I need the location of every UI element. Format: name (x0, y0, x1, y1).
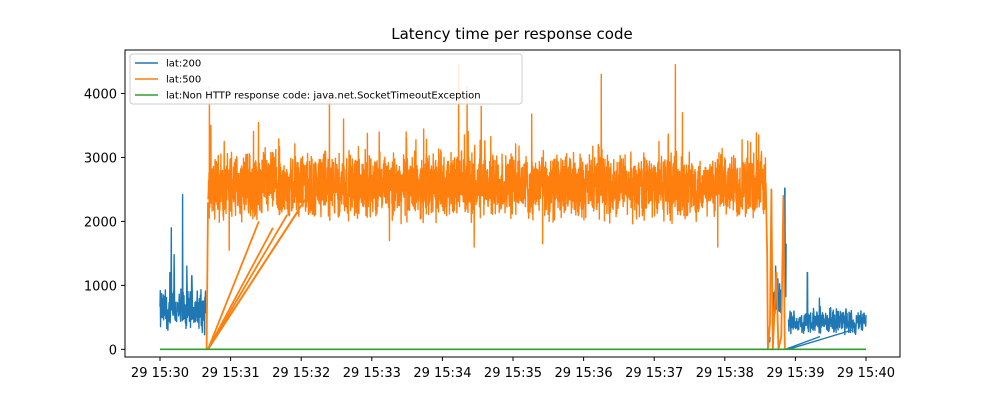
x-tick-label: 29 15:38 (696, 366, 754, 381)
x-tick-label: 29 15:36 (555, 366, 613, 381)
x-axis: 29 15:30 29 15:31 29 15:32 29 15:33 29 15:34… (131, 357, 895, 381)
legend-label: lat:200 (166, 59, 201, 70)
legend: lat:200 lat:500 lat:Non HTTP response code… (129, 53, 523, 105)
series-line-lat-500 (207, 214, 288, 350)
series-line-lat-500 (205, 202, 209, 350)
x-tick-label: 29 15:31 (202, 366, 260, 381)
y-tick-label: 2000 (84, 215, 117, 230)
legend-label: lat:500 (166, 75, 201, 86)
x-tick-label: 29 15:35 (484, 366, 542, 381)
series-line-lat-200 (785, 335, 821, 350)
y-tick-label: 4000 (84, 87, 117, 102)
legend-label: lat:Non HTTP response code: java.net.Soc… (166, 91, 481, 102)
x-tick-label: 29 15:30 (131, 366, 189, 381)
series-line-lat-200 (787, 271, 867, 336)
y-tick-label: 3000 (84, 151, 117, 166)
series-line-lat-200 (788, 329, 853, 350)
plot-area (124, 49, 901, 358)
series-line-lat-500 (207, 221, 260, 350)
y-tick-label: 1000 (84, 279, 117, 294)
x-tick-label: 29 15:40 (837, 366, 895, 381)
x-tick-label: 29 15:33 (343, 366, 401, 381)
y-tick-label: 0 (109, 343, 117, 358)
series-line-lat-500 (207, 188, 313, 350)
chart-title: Latency time per response code (391, 25, 632, 43)
y-axis: 0 1000 2000 3000 4000 (84, 87, 125, 358)
series-line-lat-500 (207, 64, 767, 251)
legend-box (129, 53, 523, 105)
x-tick-label: 29 15:34 (413, 366, 471, 381)
series-line-lat-500 (207, 227, 274, 350)
x-tick-label: 29 15:39 (766, 366, 824, 381)
x-tick-label: 29 15:37 (625, 366, 683, 381)
x-tick-label: 29 15:32 (272, 366, 330, 381)
series-line-lat-200 (159, 193, 207, 336)
